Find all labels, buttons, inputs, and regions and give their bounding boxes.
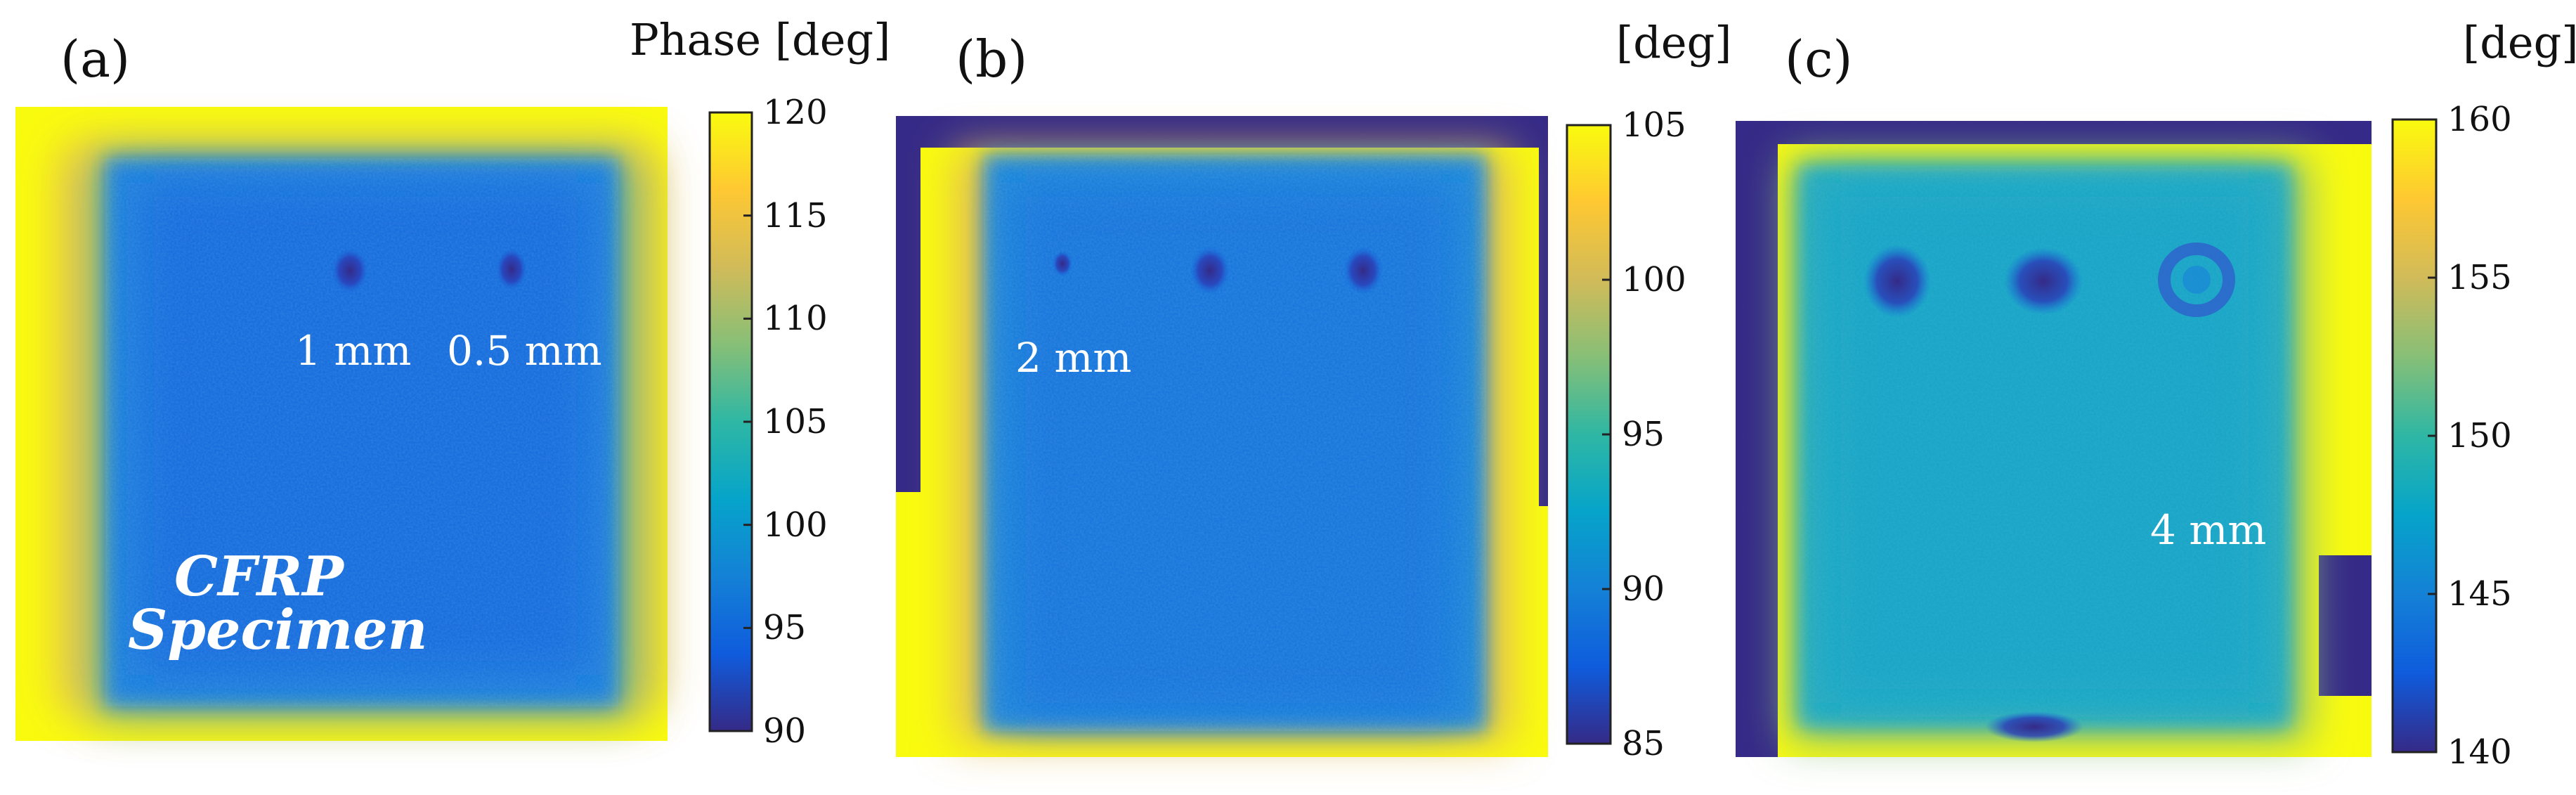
colorbar-tick-label: 100 xyxy=(763,505,828,545)
defect-label-1mm: 1 mm xyxy=(295,327,412,375)
colorbar-tick-label: 95 xyxy=(763,608,807,648)
colorbar-tick-label: 110 xyxy=(763,299,828,339)
colorbar-tick-label: 90 xyxy=(1622,569,1665,609)
colorbar-tick-label: 140 xyxy=(2447,732,2512,772)
colorbar-label-a: Phase [deg] xyxy=(630,14,891,65)
colorbar-tick-label: 120 xyxy=(763,93,828,132)
defect-label-2mm: 2 mm xyxy=(1015,334,1132,382)
specimen-label-line1: CFRP xyxy=(174,545,344,609)
phase-map-b xyxy=(896,116,1548,757)
colorbar-tick-label: 155 xyxy=(2447,258,2512,297)
colorbar-label-c: [deg] xyxy=(2463,17,2576,68)
colorbar-tick-label: 95 xyxy=(1622,415,1665,454)
colorbar-tick-label: 145 xyxy=(2447,574,2512,614)
panel-letter-b: (b) xyxy=(956,30,1028,89)
panel-letter-a: (a) xyxy=(60,30,131,89)
panel-letter-c: (c) xyxy=(1785,30,1853,89)
colorbar-tick-label: 150 xyxy=(2447,416,2512,455)
colorbar-label-b: [deg] xyxy=(1616,17,1732,68)
colorbar-tick-label: 100 xyxy=(1622,260,1686,299)
colorbar-tick-label: 105 xyxy=(1622,105,1686,145)
colorbar-tick-label: 115 xyxy=(763,195,828,235)
colorbar-tick-label: 90 xyxy=(763,711,807,751)
defect-label-0-5mm: 0.5 mm xyxy=(447,327,602,375)
specimen-label-line2: Specimen xyxy=(128,598,428,662)
colorbar-tick-label: 85 xyxy=(1622,724,1665,763)
defect-label-4mm: 4 mm xyxy=(2150,506,2267,554)
colorbar-tick-label: 105 xyxy=(763,402,828,441)
colorbars xyxy=(708,111,2438,754)
phase-map-c xyxy=(1736,121,2372,757)
phase-map-a xyxy=(15,107,668,741)
colorbar-tick-label: 160 xyxy=(2447,100,2512,139)
